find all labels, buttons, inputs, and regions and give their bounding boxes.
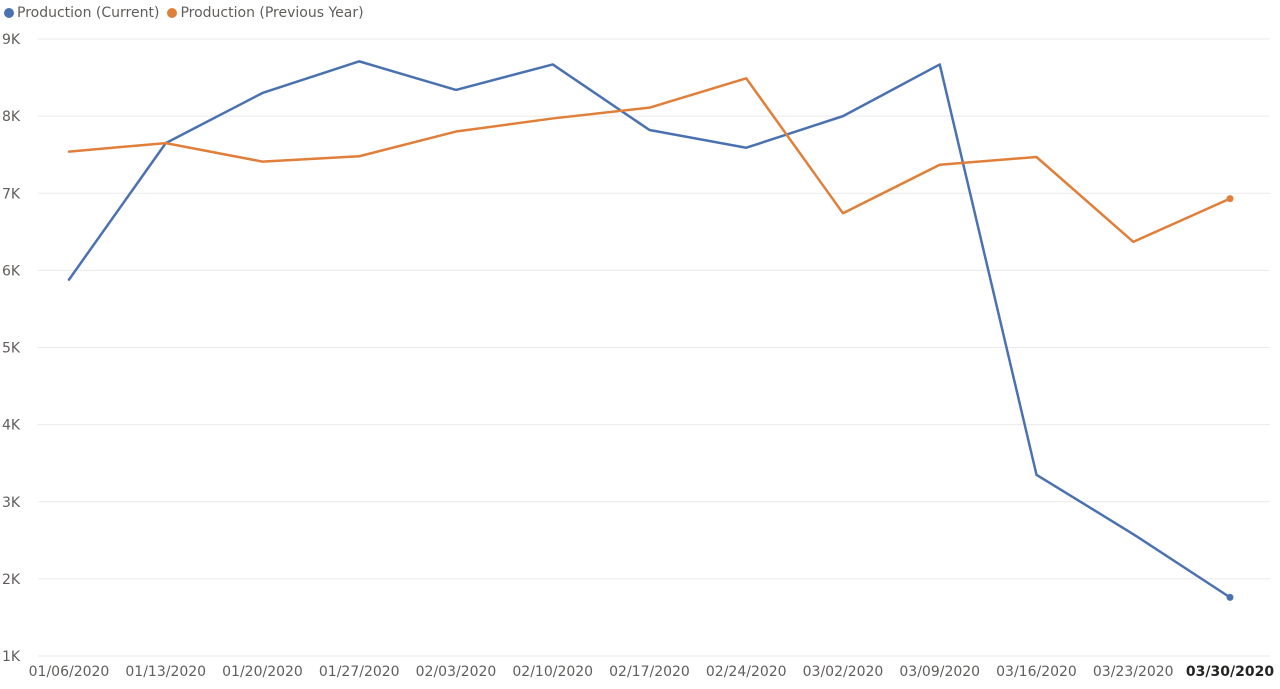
legend-marker-previous-year [167,8,178,18]
legend-item-current[interactable]: Production (Current) [4,5,159,21]
x-axis: 01/06/2020 01/13/2020 01/20/2020 01/27/2020… [29,664,1275,680]
y-tick-label: 9K [2,32,21,48]
series-lines [67,60,1234,601]
y-tick-label: 1K [2,649,21,665]
legend-item-previous-year[interactable]: Production (Previous Year) [167,5,364,21]
y-tick-label: 2K [2,572,21,588]
x-tick-label: 01/06/2020 [29,664,110,680]
end-point-current [1226,593,1234,601]
y-tick-label: 7K [2,186,21,202]
gridlines [38,38,1270,657]
y-tick-label: 4K [2,418,21,434]
y-tick-label: 5K [2,341,21,357]
x-tick-label: 01/27/2020 [319,664,400,680]
x-tick-label: 03/23/2020 [1093,664,1174,680]
legend-label-current: Production (Current) [17,5,160,21]
legend-marker-current [4,8,14,18]
x-tick-label: 02/17/2020 [609,664,690,680]
series-line-previous-year [67,77,1232,244]
x-tick-label: 01/20/2020 [222,664,303,680]
legend: Production (Current) Production (Previou… [4,3,372,23]
x-tick-label: 03/16/2020 [996,664,1077,680]
y-tick-label: 8K [2,109,21,125]
x-tick-label: 02/10/2020 [512,664,593,680]
x-tick-label: 03/02/2020 [803,664,884,680]
series-line-current [67,60,1232,599]
y-axis: 1K 2K 3K 4K 5K 6K 7K 8K 9K [2,32,21,665]
end-point-previous-year [1226,195,1234,203]
x-tick-label: 01/13/2020 [125,664,206,680]
y-tick-label: 6K [2,263,21,279]
x-tick-label: 02/24/2020 [706,664,787,680]
x-tick-label: 03/30/2020 [1186,664,1274,680]
x-tick-label: 03/09/2020 [899,664,980,680]
y-tick-label: 3K [2,495,21,511]
x-tick-label: 02/03/2020 [416,664,497,680]
legend-label-previous-year: Production (Previous Year) [180,5,364,21]
